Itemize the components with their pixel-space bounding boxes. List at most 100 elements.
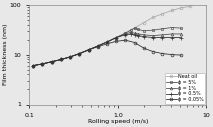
ϕ = 0.05% <box>124 39 127 41</box>
Line: ϕ = 0.05%: ϕ = 0.05% <box>31 39 183 67</box>
Legend: Neat oil, ϕ = 5%, ϕ = 1%, ϕ = 0.5%, ϕ = 0.05%: Neat oil, ϕ = 5%, ϕ = 1%, ϕ = 0.5%, ϕ = … <box>165 73 205 104</box>
ϕ = 5% <box>106 41 108 43</box>
ϕ = 1% <box>152 35 154 36</box>
ϕ = 0.05% <box>161 53 164 54</box>
ϕ = 1% <box>115 37 117 38</box>
ϕ = 1% <box>161 34 164 36</box>
Neat oil <box>60 59 62 60</box>
Neat oil <box>152 17 154 18</box>
ϕ = 0.05% <box>171 54 173 55</box>
ϕ = 1% <box>133 32 136 34</box>
ϕ = 5% <box>171 27 173 28</box>
ϕ = 0.5% <box>137 35 140 36</box>
ϕ = 0.05% <box>60 59 62 60</box>
ϕ = 0.5% <box>161 37 164 38</box>
ϕ = 0.5% <box>142 36 145 37</box>
ϕ = 5% <box>87 49 90 51</box>
Neat oil <box>142 22 145 23</box>
Neat oil <box>161 13 164 14</box>
ϕ = 0.5% <box>69 56 71 58</box>
ϕ = 1% <box>124 33 127 35</box>
ϕ = 5% <box>137 29 140 30</box>
ϕ = 5% <box>180 27 183 29</box>
Line: Neat oil: Neat oil <box>31 5 192 67</box>
ϕ = 1% <box>171 33 173 35</box>
ϕ = 0.5% <box>171 37 173 38</box>
Line: ϕ = 5%: ϕ = 5% <box>31 26 183 67</box>
ϕ = 5% <box>32 65 34 66</box>
Neat oil <box>133 27 136 29</box>
ϕ = 1% <box>69 56 71 58</box>
ϕ = 0.5% <box>133 34 136 36</box>
ϕ = 0.5% <box>97 45 99 47</box>
ϕ = 1% <box>41 63 43 65</box>
ϕ = 1% <box>87 49 90 51</box>
ϕ = 5% <box>124 32 127 34</box>
ϕ = 5% <box>161 28 164 30</box>
ϕ = 0.05% <box>78 53 81 54</box>
ϕ = 0.5% <box>152 37 154 38</box>
X-axis label: Rolling speed (m/s): Rolling speed (m/s) <box>88 119 148 124</box>
Neat oil <box>41 63 43 65</box>
Neat oil <box>115 37 117 38</box>
ϕ = 0.5% <box>124 34 127 36</box>
ϕ = 0.05% <box>97 46 99 47</box>
ϕ = 0.05% <box>69 56 71 58</box>
ϕ = 1% <box>130 32 132 33</box>
ϕ = 1% <box>78 53 81 54</box>
ϕ = 5% <box>152 29 154 31</box>
ϕ = 0.5% <box>50 61 53 62</box>
Neat oil <box>180 7 183 9</box>
ϕ = 0.5% <box>180 37 183 38</box>
Neat oil <box>87 49 90 51</box>
ϕ = 0.05% <box>32 65 34 66</box>
ϕ = 0.05% <box>41 63 43 65</box>
ϕ = 0.5% <box>32 65 34 66</box>
ϕ = 5% <box>69 56 71 58</box>
ϕ = 5% <box>115 37 117 38</box>
ϕ = 0.5% <box>41 63 43 65</box>
ϕ = 5% <box>142 30 145 32</box>
Neat oil <box>171 10 173 11</box>
Neat oil <box>124 32 127 34</box>
ϕ = 1% <box>137 33 140 35</box>
Neat oil <box>78 53 81 54</box>
Neat oil <box>97 45 99 47</box>
ϕ = 0.5% <box>115 37 117 38</box>
ϕ = 0.5% <box>106 41 108 43</box>
Neat oil <box>32 65 34 66</box>
ϕ = 0.05% <box>87 49 90 51</box>
ϕ = 0.5% <box>130 33 132 35</box>
ϕ = 1% <box>142 34 145 36</box>
ϕ = 1% <box>50 61 53 62</box>
Neat oil <box>189 6 192 7</box>
ϕ = 0.05% <box>133 42 136 43</box>
Neat oil <box>50 61 53 62</box>
ϕ = 0.05% <box>142 47 145 49</box>
ϕ = 0.5% <box>78 53 81 54</box>
Line: ϕ = 0.5%: ϕ = 0.5% <box>31 32 183 68</box>
ϕ = 0.05% <box>152 51 154 52</box>
Neat oil <box>69 56 71 58</box>
Neat oil <box>106 41 108 43</box>
ϕ = 0.5% <box>87 49 90 51</box>
ϕ = 1% <box>60 59 62 60</box>
ϕ = 0.05% <box>106 43 108 45</box>
ϕ = 5% <box>97 45 99 47</box>
ϕ = 1% <box>97 45 99 47</box>
ϕ = 5% <box>41 63 43 65</box>
ϕ = 0.05% <box>180 54 183 56</box>
ϕ = 1% <box>106 41 108 43</box>
ϕ = 5% <box>133 27 136 29</box>
ϕ = 0.05% <box>115 41 117 42</box>
Y-axis label: Film thickness (nm): Film thickness (nm) <box>3 24 8 85</box>
ϕ = 5% <box>50 61 53 62</box>
ϕ = 5% <box>78 53 81 54</box>
ϕ = 0.5% <box>60 59 62 60</box>
ϕ = 5% <box>60 59 62 60</box>
ϕ = 1% <box>32 65 34 66</box>
ϕ = 5% <box>130 29 132 31</box>
Line: ϕ = 1%: ϕ = 1% <box>31 31 183 67</box>
ϕ = 0.05% <box>50 61 53 62</box>
ϕ = 1% <box>180 33 183 35</box>
